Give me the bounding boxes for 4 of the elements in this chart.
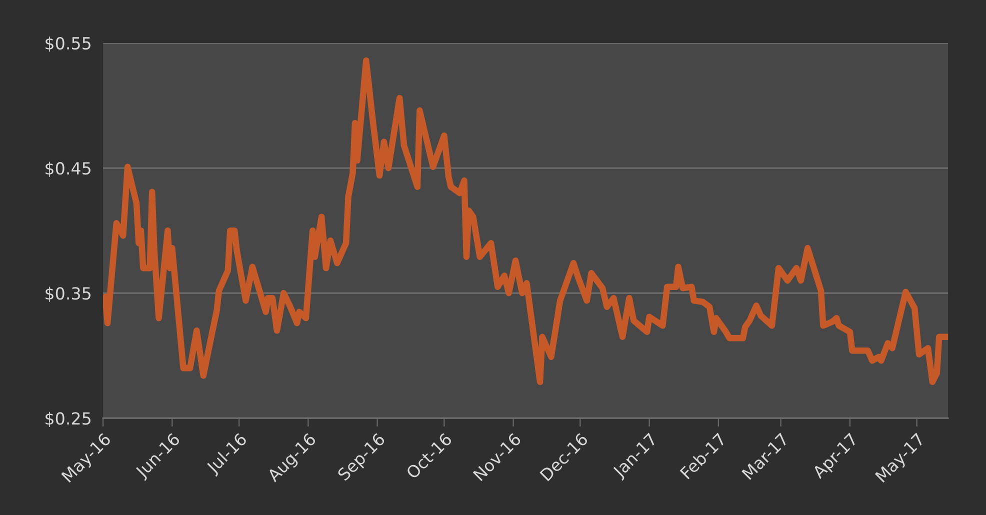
y-tick-label: $0.25 [46,412,90,427]
y-tick-label: $0.45 [46,162,90,177]
y-tick-label: $0.55 [46,36,90,52]
y-tick-label: $0.35 [46,286,90,302]
